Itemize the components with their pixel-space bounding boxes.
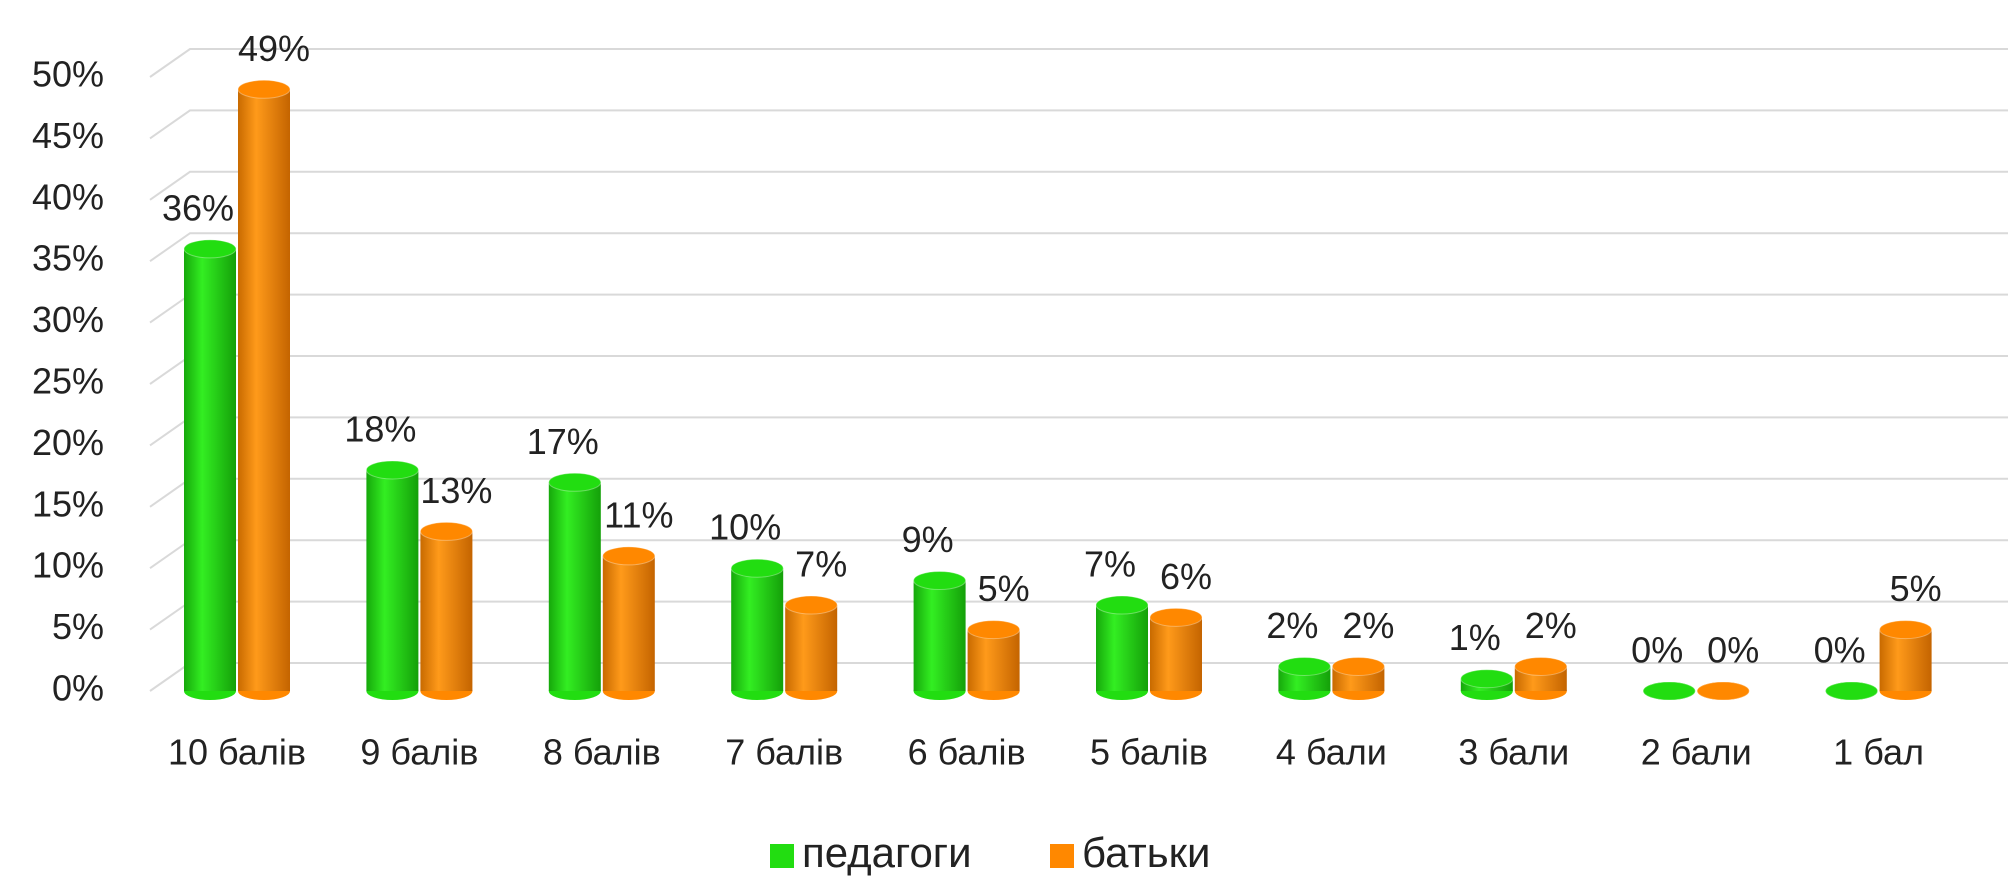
legend-label: батьки [1082,829,1210,876]
bar-top [913,570,967,590]
bar-top [1149,607,1203,627]
value-label: 5% [1890,568,1942,609]
bar-top [1331,656,1385,676]
y-tick-label: 15% [32,483,104,524]
bar-top [183,239,237,259]
value-label: 10% [709,507,781,548]
y-tick-label: 0% [52,668,104,709]
y-tick-label: 10% [32,545,104,586]
bar-top [784,595,838,615]
bar-top [1095,595,1149,615]
x-tick-label: 8 балів [543,732,661,773]
y-tick-label: 45% [32,115,104,156]
value-label: 2% [1342,605,1394,646]
grid-line [149,109,2008,140]
bar-top [1460,669,1514,689]
bar-top [1642,681,1696,701]
y-tick-label: 40% [32,176,104,217]
x-tick-label: 7 балів [725,732,843,773]
bar [366,469,419,691]
bar [1879,629,1932,691]
bar-top [548,472,602,492]
bar-top [1514,656,1568,676]
bar [548,482,601,691]
bar [913,580,966,691]
value-label: 17% [527,421,599,462]
y-tick-label: 25% [32,361,104,402]
bar-top [967,620,1021,640]
bar [1096,605,1148,691]
value-label: 9% [902,519,954,560]
y-tick-label: 5% [52,606,104,647]
y-tick-label: 35% [32,238,104,279]
x-tick-label: 1 бал [1833,732,1924,773]
bar-top [419,521,473,541]
value-label: 1% [1449,617,1501,658]
bar [602,555,655,691]
legend-label: педагоги [802,829,972,876]
bar [420,531,473,691]
value-label: 7% [795,544,847,585]
value-label: 0% [1631,630,1683,671]
y-tick-label: 20% [32,422,104,463]
y-tick-label: 30% [32,299,104,340]
bar-top [1696,681,1750,701]
bar-top [365,460,419,480]
value-label: 5% [978,568,1030,609]
x-tick-label: 4 бали [1276,732,1387,773]
grid-line [149,293,2008,324]
bar [238,89,290,691]
bar-top [730,558,784,578]
grid-line [149,170,2008,201]
x-tick-label: 3 бали [1458,732,1569,773]
value-label: 36% [162,187,234,228]
value-label: 2% [1266,605,1318,646]
value-label: 0% [1707,630,1759,671]
bar-top [237,79,291,99]
bar-top [602,546,656,566]
bar-top [1825,681,1879,701]
bar-top [1879,620,1933,640]
x-tick-label: 6 балів [908,732,1026,773]
value-label: 49% [238,28,310,69]
bar [731,568,784,691]
bar [967,629,1020,691]
value-label: 0% [1814,630,1866,671]
value-label: 11% [604,494,673,535]
x-tick-label: 5 балів [1090,732,1208,773]
bar [184,248,236,692]
value-label: 7% [1084,544,1136,585]
grid-line [149,48,2008,78]
value-label: 18% [344,408,416,449]
legend-swatch [770,844,794,868]
y-tick-label: 50% [32,54,104,95]
x-tick-label: 10 балів [168,732,306,773]
value-label: 6% [1160,556,1212,597]
value-label: 13% [420,470,492,511]
grid-line [149,416,2008,447]
bar-top [1277,656,1331,676]
grid-line [149,355,2008,385]
legend-swatch [1050,844,1074,868]
x-tick-label: 9 балів [360,732,478,773]
value-label: 2% [1525,605,1577,646]
grid-line [149,232,2008,263]
x-tick-label: 2 бали [1641,732,1752,773]
bar [785,605,838,691]
bar [1150,617,1202,691]
